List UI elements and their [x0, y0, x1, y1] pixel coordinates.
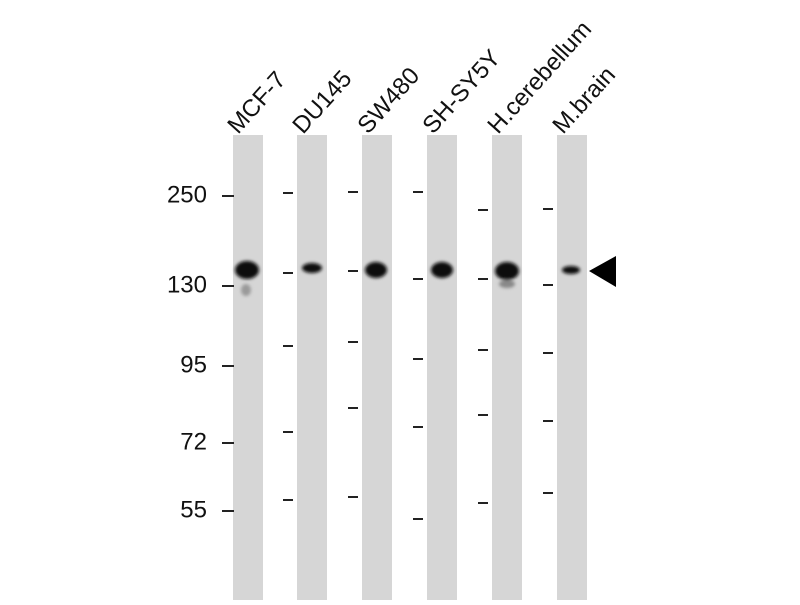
- marker-label: 72: [180, 428, 207, 455]
- band: [431, 262, 453, 278]
- lane: [557, 135, 587, 600]
- marker-label: 55: [180, 496, 207, 523]
- band-smear: [499, 280, 515, 288]
- band-arrow: [589, 256, 616, 287]
- lane: [233, 135, 263, 600]
- lane: [297, 135, 327, 600]
- band: [302, 263, 322, 273]
- lane: [492, 135, 522, 600]
- band: [562, 266, 580, 274]
- marker-label: 95: [180, 351, 207, 378]
- ladder-dashes: [222, 191, 553, 520]
- lane: [427, 135, 457, 600]
- band-smear: [241, 284, 251, 296]
- lane: [362, 135, 392, 600]
- bands: [235, 261, 580, 296]
- band: [495, 262, 519, 280]
- marker-label: 130: [167, 271, 207, 298]
- band: [235, 261, 259, 279]
- band: [365, 262, 387, 278]
- marker-label: 250: [167, 181, 207, 208]
